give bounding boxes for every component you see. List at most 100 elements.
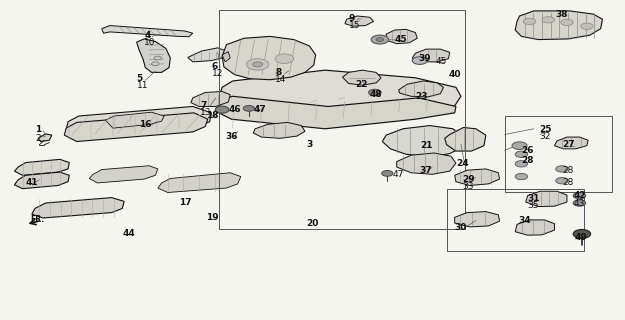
- Polygon shape: [454, 169, 499, 186]
- Text: 14: 14: [275, 75, 286, 84]
- Polygon shape: [222, 36, 316, 80]
- Text: 9: 9: [349, 14, 355, 23]
- Polygon shape: [64, 113, 208, 141]
- Polygon shape: [66, 107, 211, 136]
- Circle shape: [515, 173, 528, 180]
- Polygon shape: [219, 96, 456, 129]
- Polygon shape: [32, 197, 124, 218]
- Circle shape: [275, 54, 294, 63]
- Polygon shape: [158, 173, 241, 193]
- Circle shape: [369, 89, 381, 96]
- Polygon shape: [14, 172, 69, 189]
- Text: 28: 28: [521, 156, 534, 165]
- Bar: [504, 116, 612, 193]
- Polygon shape: [345, 16, 374, 26]
- Text: 12: 12: [211, 68, 223, 77]
- Text: 32: 32: [539, 132, 550, 141]
- Text: 43: 43: [573, 198, 584, 207]
- Polygon shape: [515, 220, 554, 235]
- Circle shape: [573, 229, 591, 238]
- Circle shape: [573, 193, 586, 199]
- Text: 2: 2: [35, 134, 41, 143]
- Text: 44: 44: [122, 229, 135, 238]
- Polygon shape: [188, 48, 226, 62]
- Polygon shape: [454, 212, 499, 227]
- Text: 28: 28: [562, 179, 573, 188]
- Bar: [219, 10, 465, 228]
- Text: 39: 39: [419, 53, 431, 62]
- Circle shape: [412, 57, 428, 64]
- Text: 17: 17: [179, 197, 192, 206]
- Text: 8: 8: [275, 68, 281, 77]
- Text: 36: 36: [225, 132, 238, 140]
- Text: 16: 16: [139, 120, 152, 130]
- Text: 37: 37: [420, 166, 432, 175]
- Circle shape: [556, 178, 568, 184]
- Text: 1: 1: [35, 125, 41, 134]
- Polygon shape: [382, 125, 463, 157]
- Polygon shape: [106, 112, 164, 128]
- Text: 7: 7: [200, 101, 207, 110]
- Text: 20: 20: [306, 219, 319, 228]
- Circle shape: [243, 106, 254, 111]
- Polygon shape: [412, 49, 450, 62]
- Circle shape: [376, 38, 384, 42]
- Text: 4: 4: [144, 31, 151, 40]
- Text: 21: 21: [420, 141, 432, 150]
- Text: 30: 30: [454, 223, 467, 232]
- Polygon shape: [14, 159, 69, 175]
- Text: 27: 27: [562, 140, 574, 149]
- Circle shape: [512, 142, 527, 149]
- Text: 22: 22: [355, 80, 367, 89]
- Circle shape: [581, 23, 593, 29]
- Text: 13: 13: [200, 108, 212, 117]
- Polygon shape: [445, 127, 486, 151]
- Text: 19: 19: [206, 213, 219, 222]
- Circle shape: [382, 171, 393, 176]
- Text: 38: 38: [556, 10, 568, 19]
- Polygon shape: [397, 153, 456, 174]
- Polygon shape: [220, 70, 461, 123]
- Text: 15: 15: [349, 21, 360, 30]
- Circle shape: [515, 161, 528, 167]
- Circle shape: [253, 62, 262, 67]
- Polygon shape: [38, 134, 52, 141]
- Polygon shape: [386, 29, 418, 44]
- Circle shape: [523, 18, 536, 25]
- Text: 6: 6: [211, 61, 217, 70]
- Text: FR.: FR.: [31, 215, 45, 224]
- Circle shape: [371, 35, 389, 44]
- Polygon shape: [526, 191, 567, 206]
- Text: 40: 40: [449, 70, 461, 79]
- Text: 5: 5: [137, 74, 143, 83]
- Text: 26: 26: [521, 146, 534, 155]
- Circle shape: [561, 19, 573, 26]
- Text: 23: 23: [415, 92, 428, 101]
- Circle shape: [154, 56, 162, 60]
- Polygon shape: [102, 26, 192, 37]
- Circle shape: [556, 166, 568, 172]
- Circle shape: [215, 106, 229, 113]
- Polygon shape: [342, 70, 381, 85]
- Text: 46: 46: [228, 105, 241, 114]
- Polygon shape: [515, 11, 602, 40]
- Polygon shape: [554, 137, 588, 149]
- Circle shape: [246, 59, 269, 70]
- Text: 42: 42: [573, 191, 586, 200]
- Text: 33: 33: [462, 182, 474, 191]
- Text: 24: 24: [456, 159, 469, 168]
- Text: 31: 31: [528, 194, 540, 204]
- Polygon shape: [399, 81, 444, 97]
- Text: 41: 41: [26, 179, 38, 188]
- Polygon shape: [222, 52, 230, 62]
- Text: 48: 48: [370, 90, 382, 99]
- Text: 29: 29: [462, 175, 475, 184]
- Circle shape: [515, 151, 528, 157]
- Circle shape: [573, 200, 586, 206]
- Text: 34: 34: [518, 216, 531, 225]
- Text: 47: 47: [253, 105, 266, 114]
- Text: 35: 35: [528, 201, 539, 210]
- Circle shape: [542, 17, 554, 23]
- Polygon shape: [137, 39, 171, 72]
- Text: 18: 18: [206, 111, 219, 120]
